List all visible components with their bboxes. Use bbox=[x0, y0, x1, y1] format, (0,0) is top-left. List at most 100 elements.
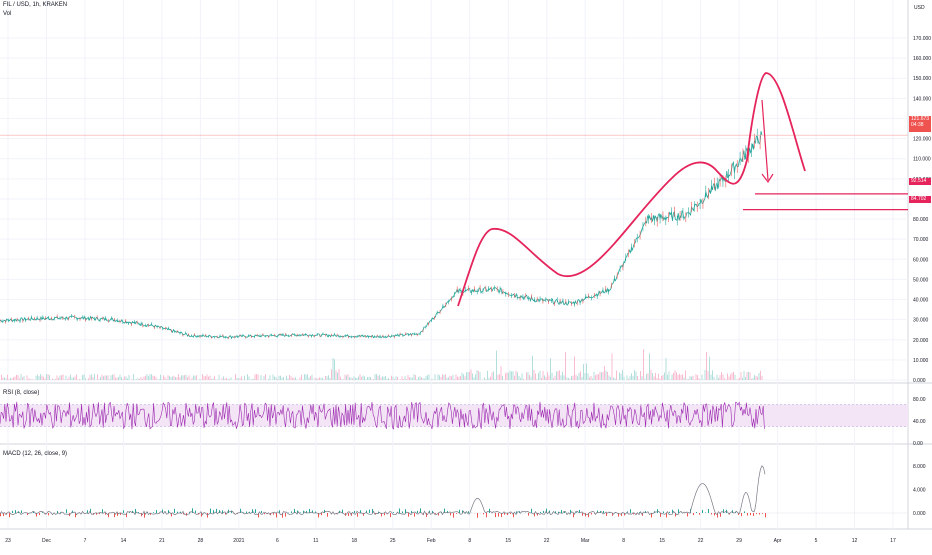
macd-legend[interactable]: MACD (12, 26, close, 9) bbox=[3, 451, 67, 457]
volume-bar bbox=[490, 377, 491, 380]
volume-bar bbox=[388, 378, 389, 380]
volume-legend[interactable]: Vol bbox=[3, 11, 11, 17]
volume-bar bbox=[712, 370, 713, 380]
volume-bar bbox=[351, 377, 352, 380]
volume-bar bbox=[358, 377, 359, 380]
volume-bar bbox=[135, 379, 136, 380]
macd-histogram-bar bbox=[264, 513, 265, 514]
price-tick-label: 160.000 bbox=[913, 56, 931, 62]
volume-bar bbox=[36, 376, 37, 380]
volume-bar bbox=[85, 378, 86, 380]
volume-bar bbox=[610, 377, 611, 380]
volume-bar bbox=[592, 378, 593, 380]
volume-bar bbox=[447, 378, 448, 380]
volume-bar bbox=[301, 375, 302, 380]
drawing-tools[interactable] bbox=[458, 73, 908, 306]
volume-bar bbox=[339, 369, 340, 380]
volume-bar bbox=[711, 374, 712, 380]
volume-bar bbox=[471, 369, 472, 380]
macd-histogram-bar bbox=[435, 513, 436, 514]
volume-bar bbox=[309, 377, 310, 380]
volume-bar bbox=[684, 378, 685, 380]
macd-histogram-bar bbox=[390, 513, 391, 517]
price-tick-label: 70.000 bbox=[913, 237, 929, 243]
macd-histogram-bar bbox=[765, 513, 766, 517]
rsi-legend[interactable]: RSI (8, close) bbox=[3, 390, 39, 396]
price-tick-label: 60.000 bbox=[913, 257, 929, 263]
macd-histogram-bar bbox=[327, 513, 328, 517]
macd-histogram-bar bbox=[255, 509, 256, 513]
volume-bar bbox=[550, 358, 551, 380]
volume-bar bbox=[280, 376, 281, 380]
volume-bar bbox=[738, 379, 739, 380]
macd-histogram-bar bbox=[57, 511, 58, 513]
volume-bar bbox=[390, 379, 391, 380]
volume-bar bbox=[340, 377, 341, 380]
macd-histogram-bar bbox=[468, 511, 469, 513]
volume-bar bbox=[600, 372, 601, 380]
upper-level-badge[interactable]: 92.514 bbox=[909, 178, 931, 185]
lower-level-badge[interactable]: 84.702 bbox=[909, 196, 931, 203]
macd-histogram-bar bbox=[45, 513, 46, 514]
price-tick-label: 140.000 bbox=[913, 96, 931, 102]
volume-bar bbox=[142, 379, 143, 380]
volume-bar bbox=[733, 372, 734, 380]
volume-bar bbox=[565, 352, 566, 380]
volume-bar bbox=[145, 376, 146, 380]
volume-bar bbox=[123, 379, 124, 380]
volume-bar bbox=[324, 379, 325, 380]
macd-histogram-bar bbox=[759, 513, 760, 515]
macd-histogram-bar bbox=[285, 513, 286, 517]
volume-bar bbox=[318, 378, 319, 380]
price-tick-label: 170.000 bbox=[913, 36, 931, 42]
volume-bar bbox=[112, 375, 113, 380]
volume-bar bbox=[538, 373, 539, 380]
volume-bar bbox=[15, 377, 16, 380]
macd-histogram-bar bbox=[399, 509, 400, 513]
macd-line bbox=[0, 466, 765, 515]
volume-bar bbox=[370, 377, 371, 380]
volume-bar bbox=[657, 378, 658, 380]
volume-bar bbox=[486, 379, 487, 380]
volume-bar bbox=[498, 375, 499, 380]
macd-histogram-bar bbox=[504, 513, 505, 515]
macd-tick-label: 0.000 bbox=[913, 511, 926, 517]
volume-bar bbox=[394, 379, 395, 380]
volume-bar bbox=[211, 379, 212, 380]
volume-bar bbox=[517, 372, 518, 380]
volume-bar bbox=[487, 371, 488, 380]
macd-histogram-bar bbox=[687, 513, 688, 516]
volume-bar bbox=[7, 375, 8, 380]
volume-bar bbox=[562, 372, 563, 380]
volume-bar bbox=[555, 376, 556, 380]
volume-bar bbox=[762, 376, 763, 380]
volume-bar bbox=[364, 376, 365, 380]
axes[interactable]: 170.000160.000150.000140.000130.000120.0… bbox=[5, 36, 931, 544]
symbol-title[interactable]: FIL / USD, 1h, KRAKEN bbox=[3, 2, 67, 8]
volume-bar bbox=[655, 373, 656, 380]
volume-bar bbox=[568, 378, 569, 380]
volume-bar bbox=[663, 375, 664, 380]
volume-bar bbox=[580, 371, 581, 380]
macd-histogram-bar bbox=[663, 512, 664, 513]
volume-bar bbox=[120, 375, 121, 380]
volume-bar bbox=[714, 377, 715, 380]
macd-histogram-bar bbox=[531, 509, 532, 513]
macd-histogram-bar bbox=[411, 511, 412, 513]
volume-bar bbox=[189, 375, 190, 380]
volume-bar bbox=[745, 377, 746, 380]
time-tick-label: 15 bbox=[659, 538, 665, 544]
macd-histogram-bar bbox=[543, 511, 544, 513]
volume-bar bbox=[601, 372, 602, 380]
volume-bar bbox=[439, 375, 440, 380]
macd-histogram-bar bbox=[291, 511, 292, 513]
volume-bar bbox=[366, 379, 367, 380]
volume-bar bbox=[154, 376, 155, 380]
time-tick-label: Feb bbox=[427, 538, 436, 544]
volume-bar bbox=[307, 374, 308, 380]
volume-bar bbox=[46, 374, 47, 380]
